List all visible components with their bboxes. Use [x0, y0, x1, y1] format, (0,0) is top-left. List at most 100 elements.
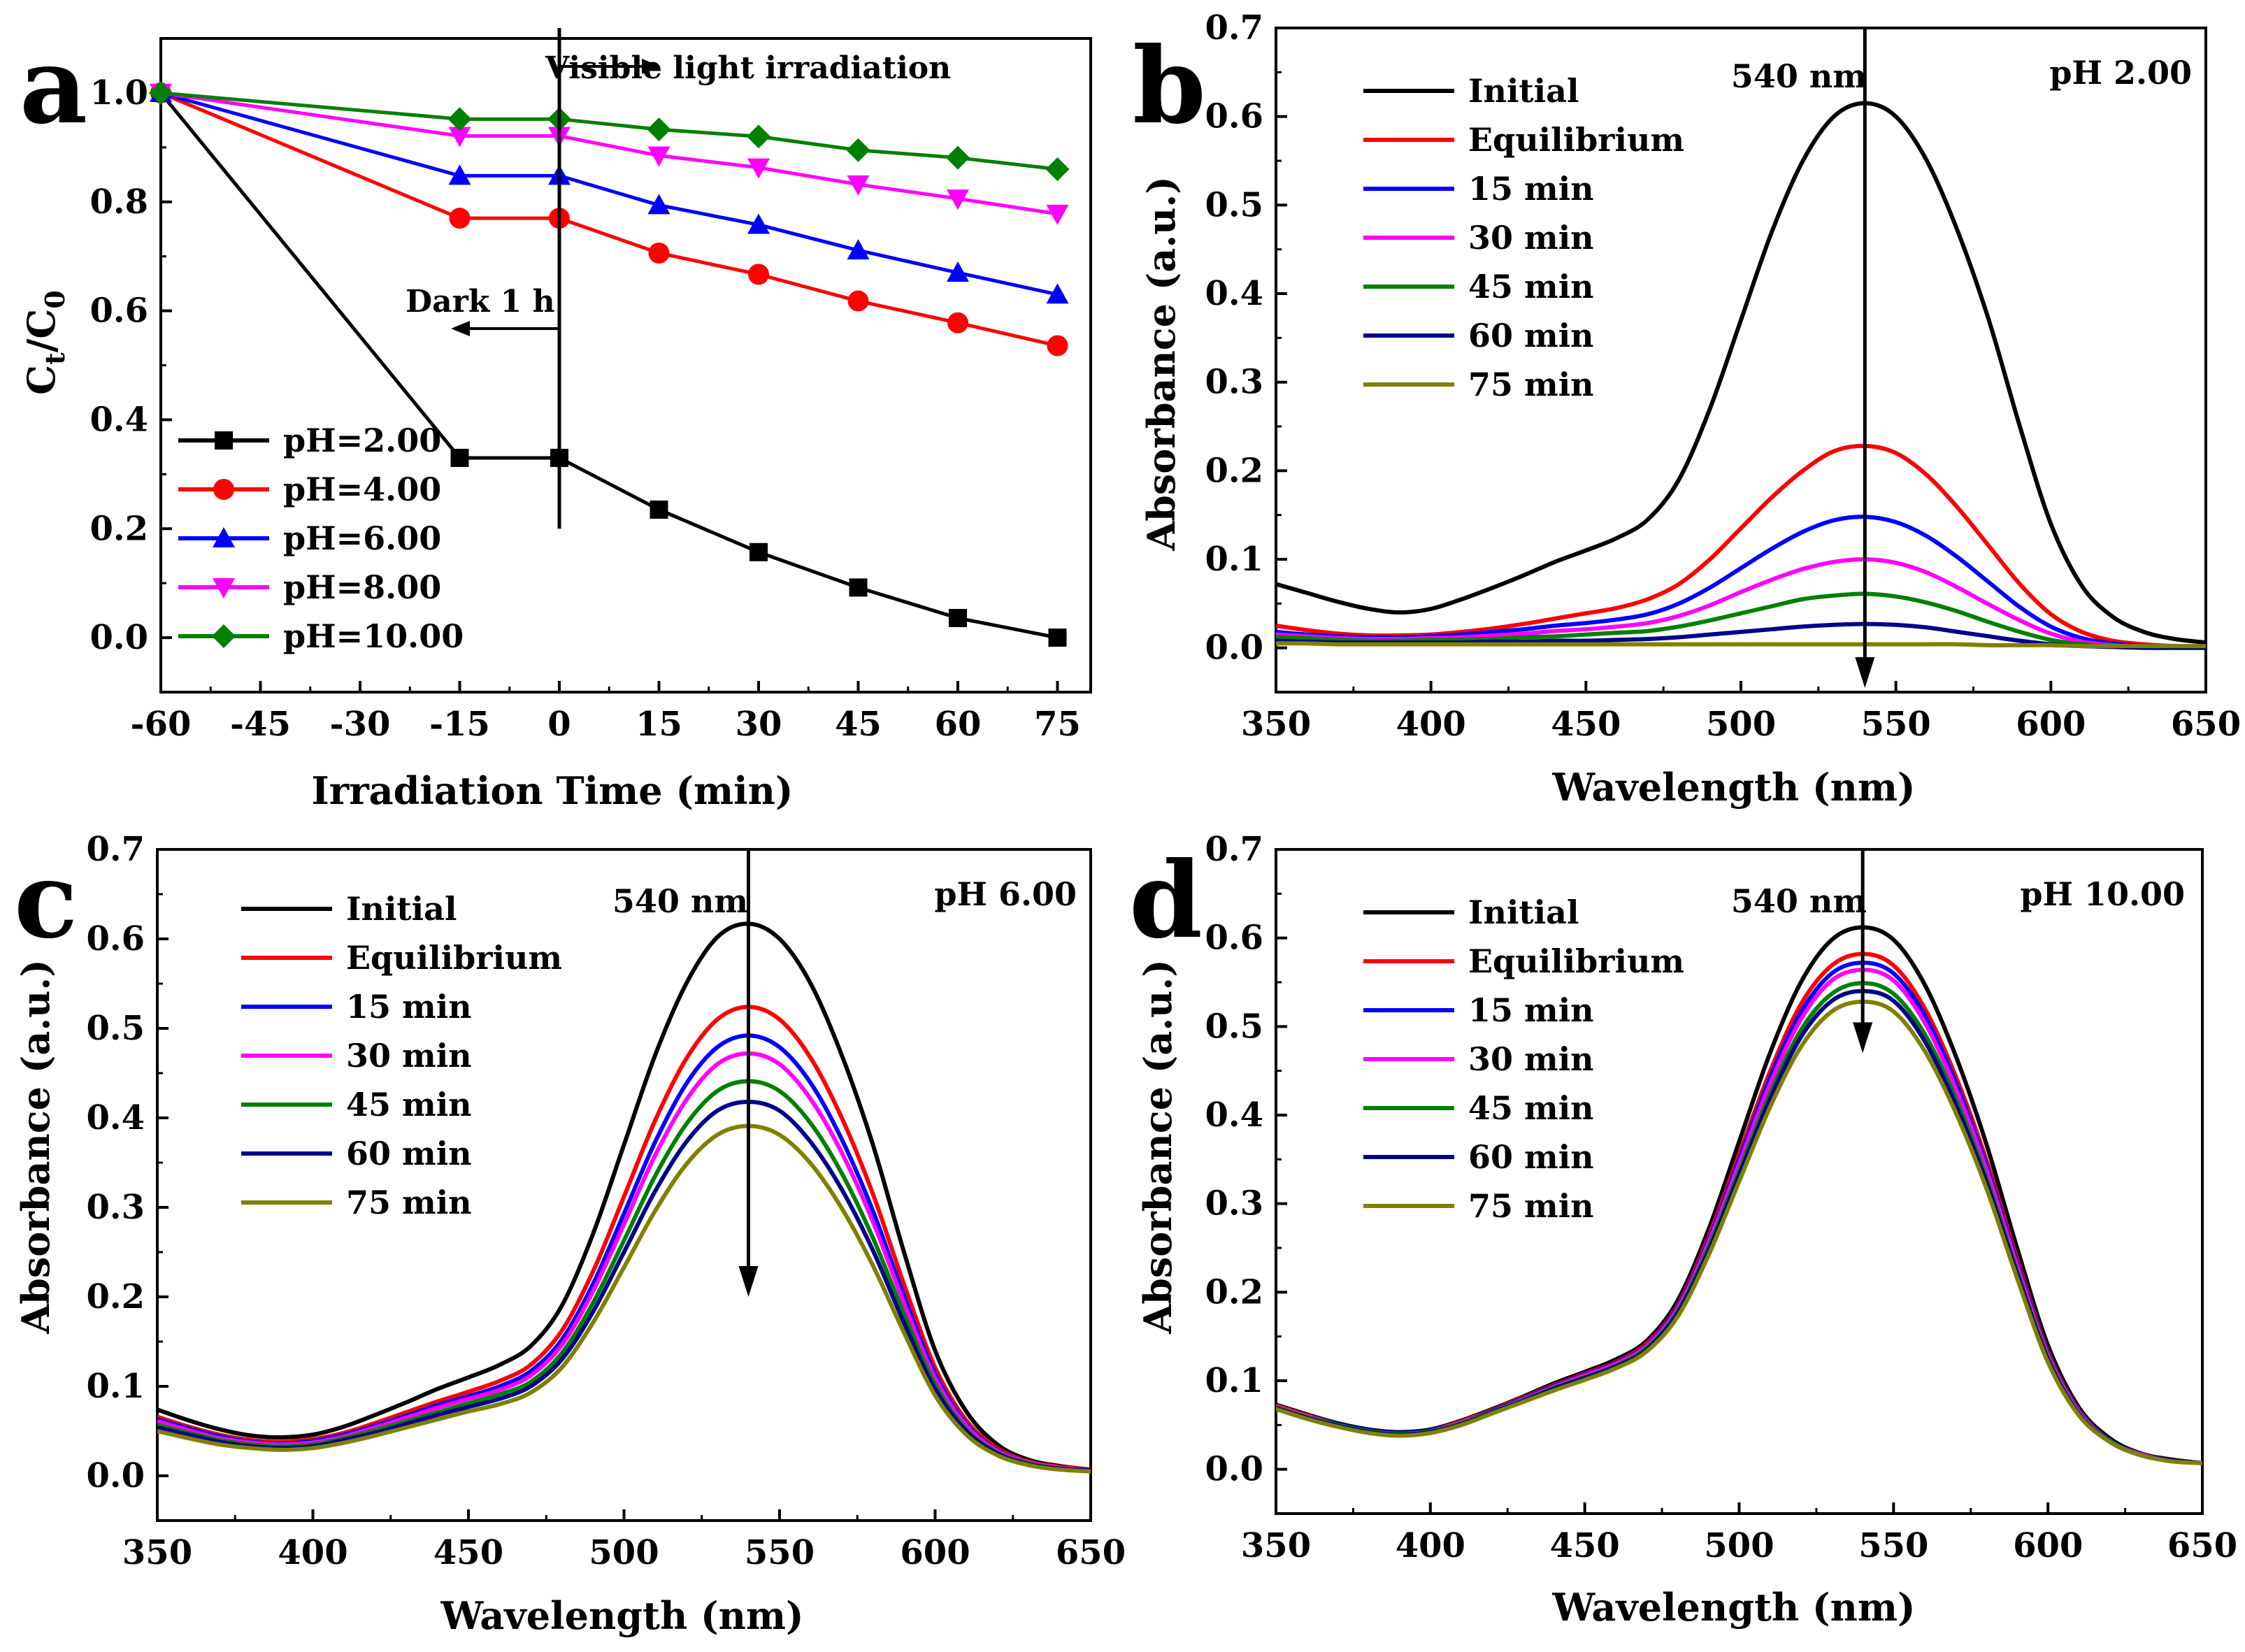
panel-title-b: pH 2.00 — [2049, 54, 2192, 92]
peak-arrow-head-d — [1853, 1022, 1873, 1054]
y-tick-label-a-1: 0.2 — [89, 509, 148, 548]
x-tick-label-d-6: 650 — [2167, 1526, 2237, 1565]
data-point-a-0-7 — [1048, 629, 1067, 647]
x-tick-label-c-5: 600 — [900, 1533, 970, 1572]
panel-label-a: a — [20, 24, 87, 148]
y-tick-label-d-6: 0.6 — [1205, 919, 1263, 958]
y-tick-label-d-1: 0.1 — [1205, 1361, 1263, 1400]
legend-label-b-6: 75 min — [1468, 366, 1594, 403]
plot-area-a: -60 -45 -30 -15 0 15 30 45 60 75 0.0 0.2 0.4 0.6 0.8 1.… — [89, 28, 1092, 744]
legend-label-d-3: 30 min — [1468, 1040, 1594, 1078]
data-point-a-1-7 — [1047, 335, 1068, 357]
plot-area-d: 350 400 450 500 550 600 650 0.0 0.1 0.2 0.3 0.4 0.5 0… — [1205, 830, 2237, 1565]
dark-arrow-head — [451, 321, 470, 336]
x-tick-label-a-8: 60 — [935, 705, 982, 744]
y-tick-label-c-6: 0.6 — [86, 919, 145, 958]
legend-label-c-5: 60 min — [346, 1135, 472, 1172]
series-curve-c-6 — [157, 1123, 1091, 1474]
x-tick-label-b-6: 650 — [2171, 705, 2241, 744]
data-point-a-2-5 — [847, 239, 870, 260]
series-line-a-1 — [160, 91, 1059, 347]
y-tick-label-c-4: 0.4 — [86, 1098, 145, 1137]
y-tick-label-a-3: 0.6 — [89, 292, 148, 331]
dark-annotation: Dark 1 h — [406, 284, 555, 319]
series-line-a-4 — [160, 91, 1058, 171]
peak-arrow-head-c — [738, 1266, 759, 1297]
x-tick-label-a-0: -60 — [131, 705, 192, 744]
y-label-a-sub-t: t — [39, 352, 71, 365]
data-point-a-1-6 — [947, 312, 968, 333]
legend-label-b-5: 60 min — [1468, 317, 1594, 354]
peak-label-b: 540 nm — [1731, 57, 1867, 95]
legend-label-a-3: pH=8.00 — [283, 568, 441, 606]
x-tick-label-c-3: 500 — [589, 1533, 659, 1572]
x-tick-label-a-9: 75 — [1034, 705, 1081, 744]
panel-c: c 350 400 450 500 550 600 650 0.0 0.1 0.2 0.3 0.4 0.… — [13, 830, 1126, 1638]
y-tick-label-b-0: 0.0 — [1205, 629, 1263, 668]
data-point-a-0-4 — [749, 543, 768, 561]
x-tick-label-d-5: 600 — [2013, 1526, 2083, 1565]
y-axis-label-a: Ct/C0 — [19, 290, 71, 395]
x-tick-label-d-2: 450 — [1550, 1526, 1620, 1565]
series-curve-c-0 — [157, 921, 1091, 1472]
series-line-a-3 — [160, 91, 1058, 216]
legend-label-d-2: 15 min — [1468, 991, 1594, 1029]
x-tick-label-c-1: 400 — [278, 1533, 347, 1572]
panel-title-c: pH 6.00 — [934, 875, 1077, 913]
series-curve-d-6 — [1276, 999, 2202, 1465]
data-point-a-3-4 — [747, 158, 770, 179]
y-tick-label-a-5: 1.0 — [89, 73, 148, 113]
x-tick-label-b-5: 600 — [2016, 705, 2086, 744]
y-tick-label-b-3: 0.3 — [1205, 363, 1263, 402]
y-tick-label-d-7: 0.7 — [1205, 830, 1263, 869]
y-tick-label-c-1: 0.1 — [86, 1367, 145, 1406]
data-point-a-3-5 — [847, 175, 870, 196]
legend-label-b-0: Initial — [1468, 72, 1579, 110]
series-curve-b-6 — [1276, 641, 2206, 649]
x-tick-label-d-3: 500 — [1704, 1526, 1774, 1565]
data-point-a-0-5 — [849, 578, 868, 597]
legend-label-b-3: 30 min — [1468, 219, 1594, 257]
legend-marker-a-3 — [213, 578, 235, 598]
y-tick-label-a-0: 0.0 — [89, 618, 148, 657]
peak-label-c: 540 nm — [612, 882, 748, 920]
x-tick-label-b-1: 400 — [1396, 705, 1466, 744]
data-point-a-3-6 — [947, 189, 969, 210]
y-tick-label-d-5: 0.5 — [1205, 1007, 1263, 1046]
x-tick-label-c-2: 450 — [433, 1533, 503, 1572]
x-tick-label-a-2: -30 — [330, 705, 391, 744]
legend-marker-a-1 — [213, 479, 234, 500]
legend-marker-a-2 — [213, 527, 235, 547]
data-point-a-4-1 — [447, 107, 472, 131]
legend-label-d-0: Initial — [1468, 893, 1579, 931]
legend-label-c-2: 15 min — [346, 988, 472, 1026]
y-tick-label-b-1: 0.1 — [1205, 540, 1263, 579]
y-tick-label-b-5: 0.5 — [1205, 185, 1263, 224]
data-point-a-3-7 — [1046, 204, 1069, 225]
legend-label-a-4: pH=10.00 — [283, 617, 464, 655]
legend-label-b-4: 45 min — [1468, 268, 1594, 306]
legend-label-a-2: pH=6.00 — [283, 519, 441, 557]
x-axis-label-b: Wavelength (nm) — [1551, 765, 1915, 810]
x-tick-label-c-6: 650 — [1056, 1533, 1126, 1572]
light-arrow-head — [642, 59, 661, 74]
legend-marker-a-4 — [212, 624, 236, 648]
legend-label-d-4: 45 min — [1468, 1089, 1594, 1127]
data-point-a-2-3 — [647, 194, 670, 215]
data-point-a-2-7 — [1046, 283, 1069, 304]
series-curve-b-0 — [1276, 101, 2206, 645]
data-point-a-1-1 — [449, 208, 471, 229]
data-point-a-0-6 — [949, 609, 967, 628]
panel-label-c: c — [14, 839, 78, 962]
x-tick-label-c-4: 550 — [745, 1533, 815, 1572]
legend-label-c-0: Initial — [346, 890, 457, 928]
light-annotation: Visible light irradiation — [545, 50, 951, 86]
y-tick-label-d-4: 0.4 — [1205, 1096, 1263, 1135]
x-tick-label-d-0: 350 — [1241, 1526, 1311, 1565]
legend-label-b-1: Equilibrium — [1468, 121, 1684, 159]
panel-a: a Visible light irradiation Dark 1 h -60… — [19, 24, 1092, 813]
data-point-a-0-1 — [450, 448, 469, 467]
y-tick-label-d-3: 0.3 — [1205, 1184, 1263, 1223]
x-tick-label-b-4: 550 — [1861, 705, 1931, 744]
data-point-a-1-4 — [748, 264, 769, 285]
